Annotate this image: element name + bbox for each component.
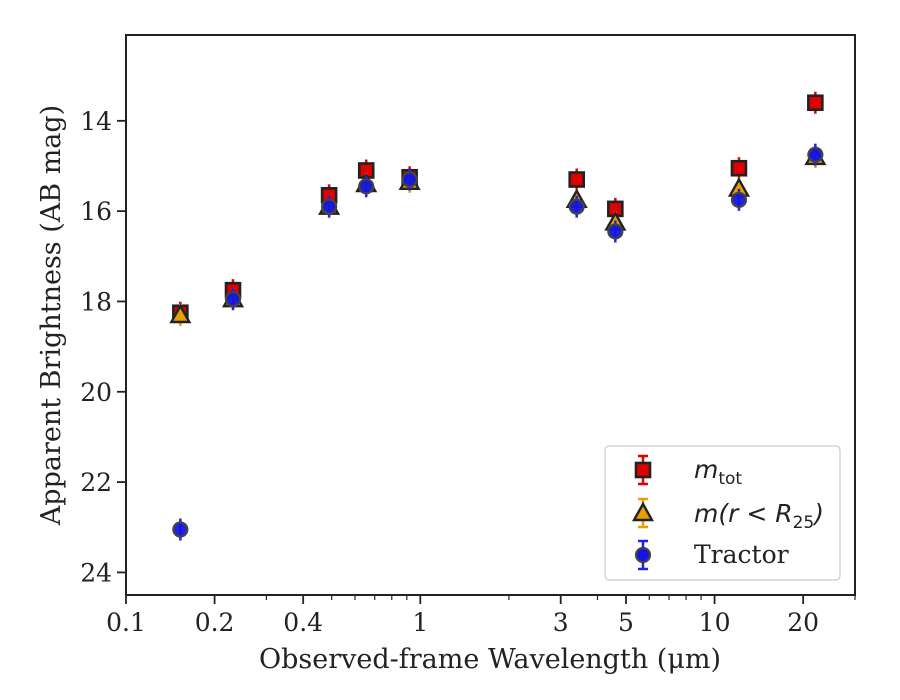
x-tick-label: 5 xyxy=(618,608,634,637)
y-tick-label: 20 xyxy=(80,378,112,407)
legend-label-tractor: Tractor xyxy=(694,540,789,569)
axes-ticks: 0.1 0.2 0.4 1 3 5 10 20 14 16 18 20 22 24 xyxy=(80,107,856,637)
legend-marker-mr25 xyxy=(631,501,655,522)
y-axis-label: Apparent Brightness (AB mag) xyxy=(36,105,67,526)
mtot-point xyxy=(807,94,824,112)
x-tick-label: 0.2 xyxy=(195,608,235,637)
legend-label-mtot: mtot xyxy=(694,455,742,489)
legend-markers xyxy=(631,454,655,571)
x-tick-label: 0.4 xyxy=(283,608,323,637)
tractor-point xyxy=(401,171,418,188)
y-tick-label: 22 xyxy=(80,468,112,497)
legend: mtot m(r < R25) Tractor xyxy=(604,445,841,581)
legend-box xyxy=(604,445,841,581)
tractor-point xyxy=(224,291,242,308)
tractor-point xyxy=(321,198,338,215)
legend-label-mr25: m(r < R25) xyxy=(694,499,824,533)
x-tick-label: 20 xyxy=(787,608,819,637)
mtot-point xyxy=(730,159,748,177)
plot-frame xyxy=(125,34,856,596)
x-tick-label: 3 xyxy=(553,608,569,637)
y-tick-label: 24 xyxy=(80,558,112,587)
mr25-point xyxy=(169,303,192,324)
tractor-point xyxy=(607,223,624,240)
mtot-point xyxy=(568,171,586,188)
legend-marker-tractor xyxy=(634,546,652,564)
tractor-point xyxy=(730,191,748,208)
x-tick-label: 0.1 xyxy=(106,608,146,637)
y-tick-label: 16 xyxy=(80,197,112,226)
series-tractor xyxy=(172,143,824,541)
tractor-point xyxy=(358,178,375,195)
x-tick-label: 10 xyxy=(699,608,731,637)
tractor-point xyxy=(568,198,585,215)
x-tick-label: 1 xyxy=(412,608,428,637)
tractor-point xyxy=(807,146,824,163)
legend-marker-mtot xyxy=(634,461,652,479)
plot-area xyxy=(169,91,827,541)
tractor-point xyxy=(172,521,189,538)
y-tick-label: 18 xyxy=(80,287,112,316)
y-tick-label: 14 xyxy=(80,107,112,136)
x-axis-label: Observed-frame Wavelength (μm) xyxy=(259,644,721,675)
